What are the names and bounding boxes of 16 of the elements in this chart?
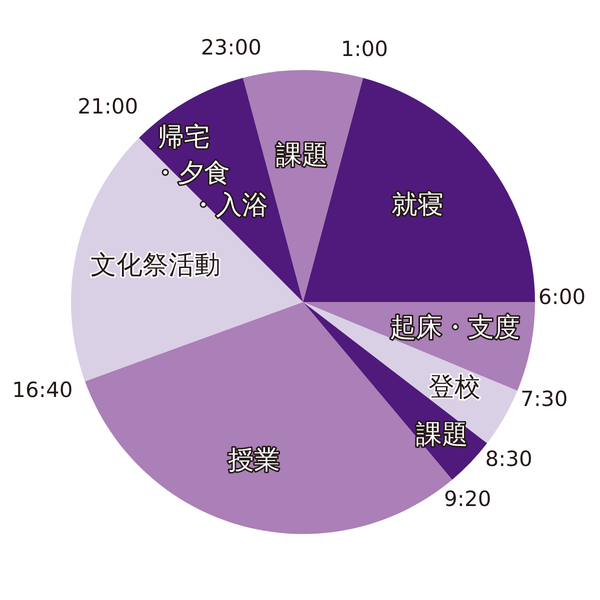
slice-label: 帰宅・夕食・入浴 (152, 122, 268, 220)
text: 16:40 (12, 378, 73, 402)
slice-label: 授業 (228, 446, 280, 476)
slice-label: 課題 (416, 420, 468, 450)
text: 9:20 (444, 487, 492, 512)
slice-label: 課題 (276, 140, 328, 170)
text: 23:00 (200, 35, 262, 60)
slice-label: 文化祭活動 (90, 250, 220, 280)
text: 6:00 (538, 284, 586, 309)
slice-label: 登校 (428, 372, 481, 402)
slice-label: 就寝 (392, 190, 444, 220)
text: 21:00 (78, 94, 138, 119)
text: 1:00 (340, 36, 388, 61)
text: 7:30 (520, 386, 568, 411)
text: 8:30 (485, 446, 532, 471)
slice-label: 起床・支度 (390, 313, 520, 344)
